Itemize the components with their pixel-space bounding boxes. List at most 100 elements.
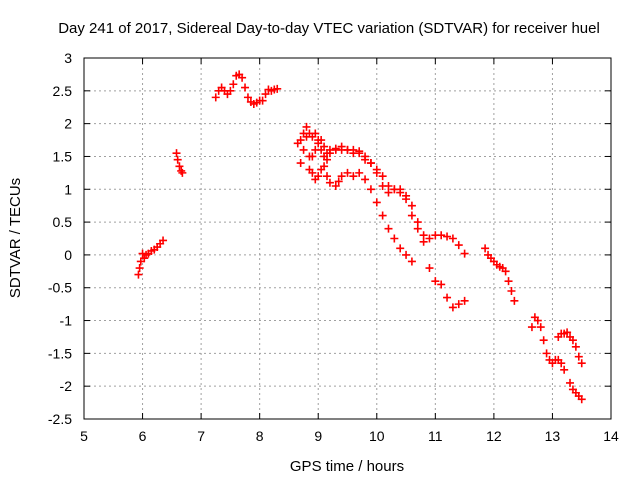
data-point <box>135 264 144 273</box>
data-point <box>501 267 510 276</box>
x-tick-label: 12 <box>486 428 502 444</box>
data-point <box>539 336 548 345</box>
data-point <box>557 359 566 368</box>
y-tick-label: 2.5 <box>53 83 73 99</box>
data-point <box>211 93 220 102</box>
data-point <box>361 175 370 184</box>
series-arc-7 <box>481 244 519 305</box>
data-point <box>510 296 519 305</box>
data-point <box>425 234 434 243</box>
data-point <box>159 236 168 245</box>
x-tick-label: 6 <box>139 428 147 444</box>
data-point <box>448 303 457 312</box>
data-point <box>527 323 536 332</box>
data-point <box>302 122 311 131</box>
data-point <box>571 342 580 351</box>
y-tick-label: -2 <box>60 378 73 394</box>
x-tick-label: 11 <box>428 428 443 444</box>
x-tick-label: 10 <box>369 428 385 444</box>
data-point <box>323 172 332 181</box>
data-point <box>296 159 305 168</box>
data-point <box>366 185 375 194</box>
data-point <box>419 231 428 240</box>
data-point <box>273 84 282 93</box>
data-point <box>574 352 583 361</box>
data-point <box>454 300 463 309</box>
y-axis-label: SDTVAR / TECUs <box>7 178 24 298</box>
x-axis-label: GPS time / hours <box>290 458 404 475</box>
data-point <box>396 185 405 194</box>
data-point <box>437 231 446 240</box>
data-point <box>314 172 323 181</box>
data-point <box>413 218 422 227</box>
data-point <box>384 181 393 190</box>
data-point <box>396 244 405 253</box>
data-point <box>305 165 314 174</box>
data-points <box>134 70 586 404</box>
data-point <box>378 211 387 220</box>
data-point <box>366 159 375 168</box>
data-point <box>229 80 238 89</box>
data-point <box>337 172 346 181</box>
x-tick-label: 13 <box>545 428 561 444</box>
data-point <box>443 293 452 302</box>
data-point <box>504 277 513 286</box>
y-tick-label: 0.5 <box>53 214 73 230</box>
y-tick-label: 1 <box>64 181 72 197</box>
series-arc-9 <box>554 328 586 368</box>
series-arc-5 <box>293 122 469 312</box>
series-arc-8 <box>527 313 586 404</box>
data-point <box>177 166 186 175</box>
data-point <box>258 96 267 105</box>
data-point <box>402 191 411 200</box>
data-point <box>402 250 411 259</box>
data-point <box>378 172 387 181</box>
data-point <box>325 145 334 154</box>
data-point <box>542 349 551 358</box>
data-point <box>454 241 463 250</box>
data-point <box>577 359 586 368</box>
x-tick-label: 5 <box>80 428 88 444</box>
data-point <box>261 90 270 99</box>
x-tick-label: 8 <box>256 428 264 444</box>
series-arc-2 <box>172 149 187 177</box>
data-point <box>481 244 490 253</box>
y-tick-label: -0.5 <box>48 280 72 296</box>
data-point <box>577 395 586 404</box>
data-point <box>568 336 577 345</box>
data-point <box>349 172 358 181</box>
y-tick-label: 0 <box>64 247 72 263</box>
data-point <box>355 168 364 177</box>
data-point <box>308 152 317 161</box>
y-tick-label: 1.5 <box>53 148 73 164</box>
data-point <box>337 142 346 151</box>
data-point <box>311 145 320 154</box>
data-point <box>317 136 326 145</box>
data-point <box>507 287 516 296</box>
data-point <box>407 201 416 210</box>
data-point <box>173 155 182 164</box>
x-tick-label: 9 <box>314 428 322 444</box>
axis-ticks: 5 6 7 8 9 10 11 12 13 14 -2.5 -2 -1.5 -1 -0.5 0 0.5 1 1.5 2… <box>48 50 619 444</box>
data-point <box>296 136 305 145</box>
x-tick-label: 14 <box>603 428 619 444</box>
y-tick-label: 3 <box>64 50 72 66</box>
data-point <box>566 378 575 387</box>
data-point <box>238 73 247 82</box>
data-point <box>178 168 187 177</box>
data-point <box>390 234 399 243</box>
data-point <box>407 211 416 220</box>
data-point <box>320 142 329 151</box>
chart-title: Day 241 of 2017, Sidereal Day-to-day VTE… <box>58 20 600 37</box>
data-point <box>226 86 235 95</box>
data-point <box>334 177 343 186</box>
data-point <box>311 129 320 138</box>
data-point <box>361 155 370 164</box>
data-point <box>563 328 572 337</box>
data-point <box>533 316 542 325</box>
data-point <box>331 144 340 153</box>
y-tick-label: -1 <box>60 313 73 329</box>
data-point <box>460 249 469 258</box>
data-point <box>431 277 440 286</box>
y-tick-label: 2 <box>64 116 72 132</box>
